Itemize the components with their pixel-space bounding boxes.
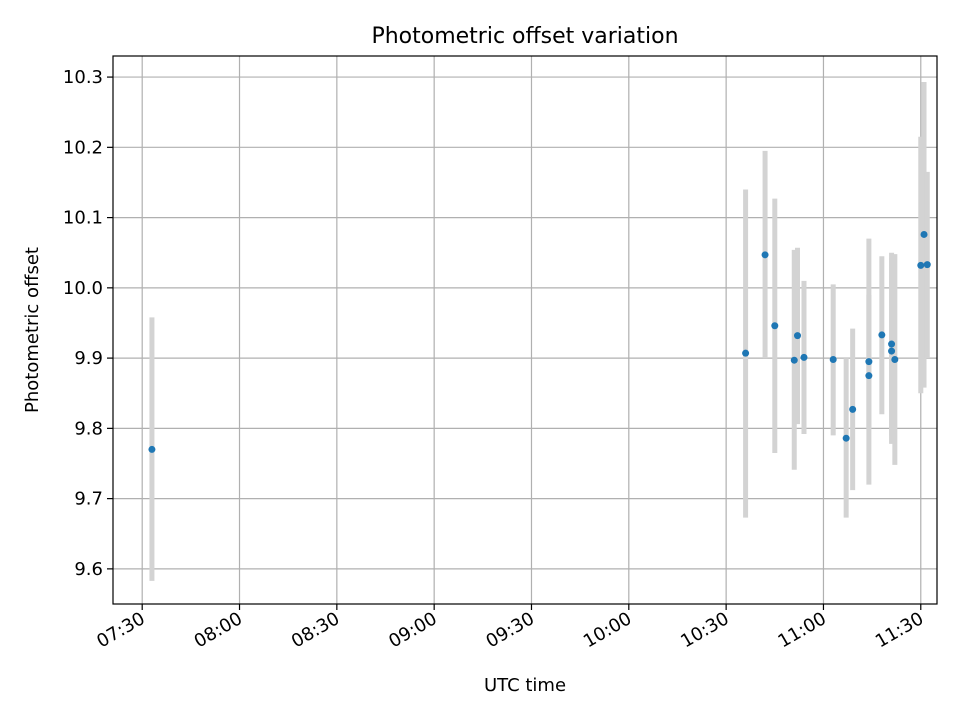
data-point <box>761 251 769 259</box>
y-tick-label: 10.3 <box>63 67 103 88</box>
data-point <box>829 356 837 364</box>
x-axis-label: UTC time <box>484 675 566 696</box>
y-tick-label: 10.2 <box>63 137 103 158</box>
data-point <box>865 372 873 380</box>
y-tick-label: 9.9 <box>74 348 103 369</box>
data-point <box>891 356 899 364</box>
data-point <box>888 340 896 348</box>
data-point <box>917 261 925 269</box>
y-axis-label: Photometric offset <box>22 247 43 413</box>
plot-frame <box>112 55 938 605</box>
data-point <box>148 445 156 453</box>
y-tick-label: 9.7 <box>74 489 103 510</box>
chart-title: Photometric offset variation <box>371 24 678 49</box>
data-point <box>878 331 886 339</box>
data-point <box>794 332 802 340</box>
data-point <box>849 405 857 413</box>
data-point <box>790 356 798 364</box>
y-tick-label: 10.1 <box>63 208 103 229</box>
data-point <box>800 353 808 361</box>
data-point <box>888 347 896 355</box>
y-tick-label: 10.0 <box>63 278 103 299</box>
y-tick-label: 9.8 <box>74 418 103 439</box>
data-point <box>842 434 850 442</box>
data-point <box>771 322 779 330</box>
y-tick-label: 9.6 <box>74 559 103 580</box>
data-points <box>148 230 931 453</box>
data-point <box>742 349 750 357</box>
y-axis-ticks: 9.6 9.7 9.8 9.9 10.0 10.1 10.2 10.3 <box>63 67 113 580</box>
data-point <box>920 230 928 238</box>
data-point <box>923 261 931 269</box>
data-point <box>865 358 873 366</box>
